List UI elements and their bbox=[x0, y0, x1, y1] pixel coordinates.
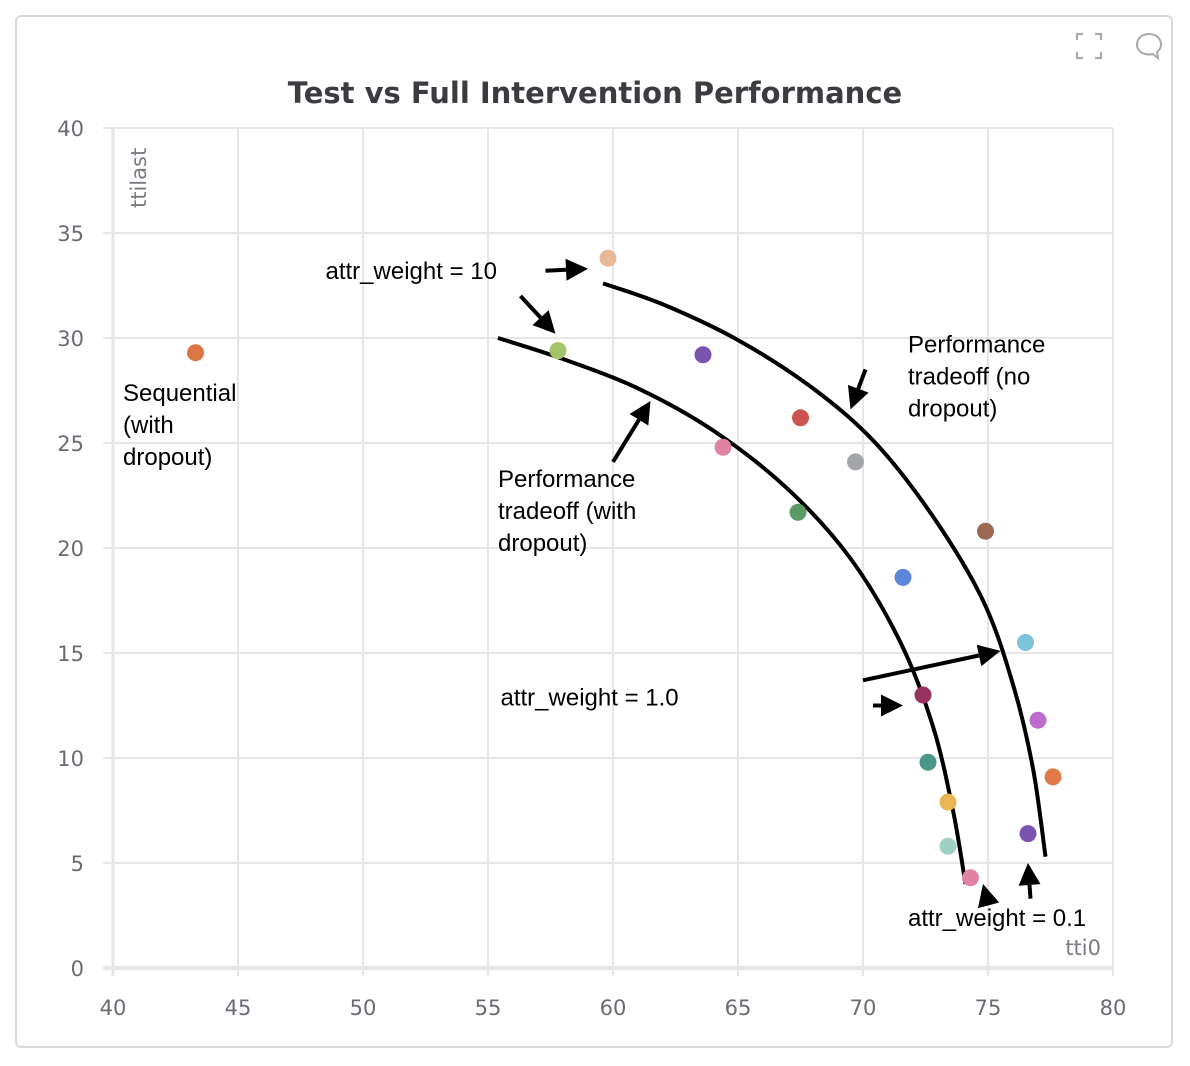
data-point[interactable] bbox=[1019, 825, 1037, 843]
annotation-arrow bbox=[847, 368, 869, 410]
data-point[interactable] bbox=[919, 753, 937, 771]
data-point[interactable] bbox=[714, 438, 732, 456]
y-tick-label: 35 bbox=[57, 222, 84, 246]
annotation-arrows bbox=[519, 258, 1041, 909]
data-points bbox=[187, 249, 1062, 887]
data-point[interactable] bbox=[792, 409, 809, 427]
data-point[interactable] bbox=[847, 453, 864, 471]
grid bbox=[103, 127, 1114, 976]
x-tick-label: 80 bbox=[1100, 996, 1127, 1020]
x-tick-label: 65 bbox=[725, 996, 752, 1020]
x-axis-label: tti0 bbox=[1065, 936, 1101, 960]
annotation-attr01: attr_weight = 0.1 bbox=[908, 905, 1086, 932]
annotation-perf-no-dropout: Performance tradeoff (no dropout) bbox=[908, 332, 1045, 423]
annotations: Sequential (with dropout) attr_weight = 10 P… bbox=[123, 258, 1086, 932]
data-point[interactable] bbox=[939, 793, 957, 811]
data-point[interactable] bbox=[1029, 711, 1047, 729]
data-point[interactable] bbox=[694, 346, 712, 364]
annotation-line: tradeoff (with bbox=[498, 498, 636, 525]
annotation-line: dropout) bbox=[908, 396, 997, 423]
data-point[interactable] bbox=[549, 342, 567, 360]
annotation-attr1: attr_weight = 1.0 bbox=[501, 685, 679, 712]
data-point[interactable] bbox=[914, 686, 932, 704]
annotation-arrow bbox=[862, 644, 1001, 683]
data-point[interactable] bbox=[187, 344, 204, 362]
axis-ticks: 40 45 50 55 60 65 70 75 80 0 5 10 15 20 25 30 35 40 bbox=[57, 117, 1126, 1020]
data-point[interactable] bbox=[962, 869, 979, 887]
fullscreen-icon[interactable] bbox=[1073, 30, 1105, 62]
annotation-arrow bbox=[873, 694, 903, 717]
comment-icon[interactable] bbox=[1133, 30, 1165, 62]
y-axis-label: ttilast bbox=[127, 148, 151, 208]
data-point[interactable] bbox=[599, 249, 617, 267]
annotation-line: (with bbox=[123, 412, 174, 439]
y-tick-label: 5 bbox=[71, 852, 84, 876]
data-point[interactable] bbox=[789, 503, 807, 521]
data-point[interactable] bbox=[939, 837, 957, 855]
annotation-arrow bbox=[1018, 863, 1041, 899]
data-point[interactable] bbox=[977, 522, 994, 540]
annotation-attr10: attr_weight = 10 bbox=[326, 258, 497, 285]
x-tick-label: 45 bbox=[225, 996, 252, 1020]
tradeoff-curves bbox=[497, 281, 1048, 885]
y-tick-label: 25 bbox=[57, 432, 84, 456]
x-tick-label: 70 bbox=[850, 996, 877, 1020]
annotation-perf-with-dropout: Performance tradeoff (with dropout) bbox=[498, 466, 636, 557]
chart-title: Test vs Full Intervention Performance bbox=[288, 76, 902, 110]
y-tick-label: 30 bbox=[57, 327, 84, 351]
annotation-line: attr_weight = 10 bbox=[326, 258, 497, 285]
y-tick-label: 10 bbox=[57, 747, 84, 771]
curve-tradeoff-with-dropout bbox=[497, 336, 968, 885]
annotation-line: attr_weight = 0.1 bbox=[908, 905, 1086, 932]
curve-tradeoff-no-dropout bbox=[602, 281, 1048, 857]
data-point[interactable] bbox=[894, 568, 912, 586]
y-tick-label: 15 bbox=[57, 642, 84, 666]
y-tick-label: 20 bbox=[57, 537, 84, 561]
y-tick-label: 0 bbox=[71, 957, 84, 981]
data-point[interactable] bbox=[1044, 768, 1062, 786]
annotation-line: Performance bbox=[908, 332, 1045, 359]
annotation-sequential: Sequential (with dropout) bbox=[123, 380, 236, 471]
annotation-line: Sequential bbox=[123, 380, 236, 407]
annotation-line: dropout) bbox=[498, 530, 587, 557]
annotation-arrow bbox=[977, 884, 1000, 909]
x-tick-label: 75 bbox=[975, 996, 1002, 1020]
annotation-arrow bbox=[611, 401, 651, 463]
x-tick-label: 40 bbox=[100, 996, 127, 1020]
x-tick-label: 55 bbox=[475, 996, 502, 1020]
annotation-arrow bbox=[545, 258, 588, 281]
annotation-arrow bbox=[519, 294, 556, 334]
y-tick-label: 40 bbox=[57, 117, 84, 141]
annotation-line: dropout) bbox=[123, 444, 212, 471]
x-tick-label: 60 bbox=[600, 996, 627, 1020]
annotation-line: Performance bbox=[498, 466, 635, 493]
x-tick-label: 50 bbox=[350, 996, 377, 1020]
annotation-line: attr_weight = 1.0 bbox=[501, 685, 679, 712]
data-point[interactable] bbox=[1017, 634, 1034, 651]
annotation-line: tradeoff (no bbox=[908, 364, 1030, 391]
